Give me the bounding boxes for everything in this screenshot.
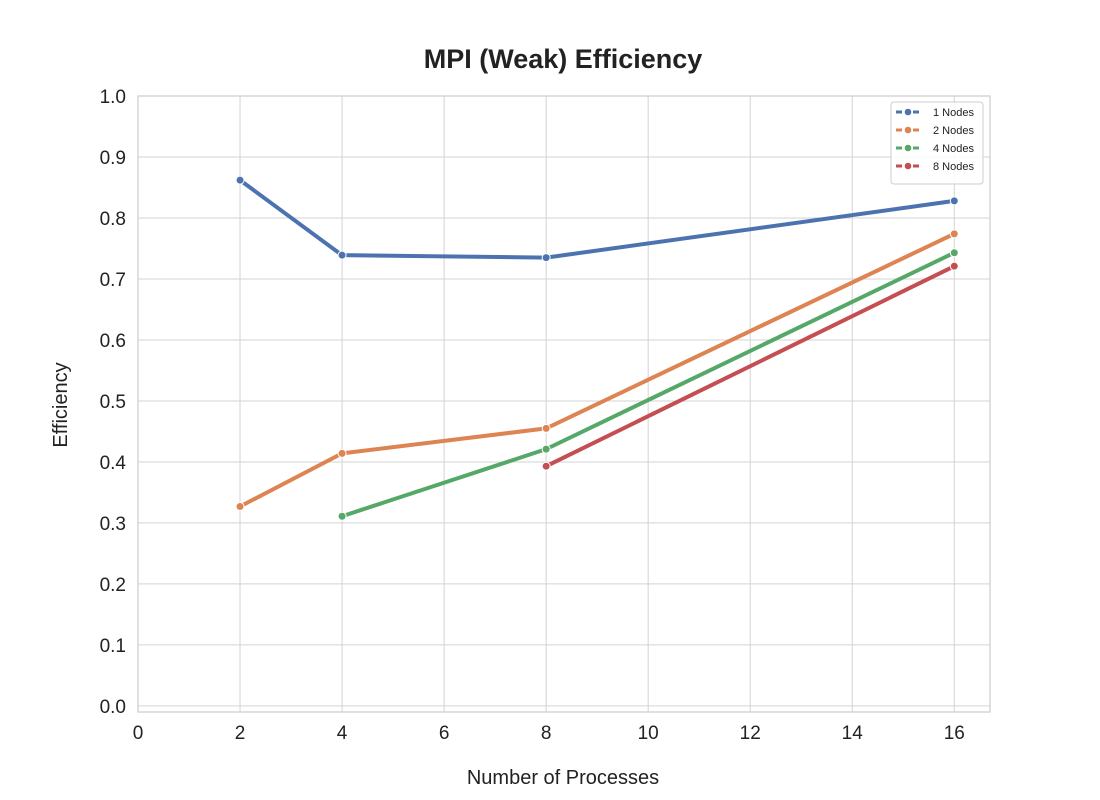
data-point	[541, 423, 551, 433]
x-tick-label: 6	[439, 723, 450, 744]
legend-marker	[903, 125, 913, 135]
data-point	[949, 261, 959, 271]
legend-box	[890, 101, 984, 185]
data-point	[541, 461, 551, 471]
y-axis-label: Efficiency	[50, 362, 72, 447]
legend-label: 2 Nodes	[933, 125, 974, 137]
series-4	[541, 261, 959, 471]
x-tick-label: 2	[235, 723, 246, 744]
y-tick-label: 0.1	[100, 636, 126, 657]
legend-marker	[903, 143, 913, 153]
data-point	[337, 250, 347, 260]
chart-title: MPI (Weak) Efficiency	[424, 44, 703, 74]
x-tick-label: 8	[541, 723, 552, 744]
plot-frame	[137, 95, 991, 713]
x-axis-label: Number of Processes	[467, 767, 659, 789]
legend-item: 2 Nodes	[896, 125, 974, 137]
series-layer	[235, 175, 959, 521]
plot-area	[137, 95, 991, 713]
data-point	[337, 511, 347, 521]
x-axis-ticks: 0 2 4 6 8 10 12 14 16	[133, 723, 965, 744]
grid-lines	[137, 95, 990, 712]
series-line	[544, 264, 957, 469]
legend-label: 8 Nodes	[933, 161, 974, 173]
x-tick-label: 10	[638, 723, 659, 744]
data-point	[949, 248, 959, 258]
x-tick-label: 16	[944, 723, 965, 744]
legend-item: 4 Nodes	[896, 143, 974, 155]
x-tick-label: 12	[740, 723, 761, 744]
data-point	[235, 175, 245, 185]
legend-marker	[903, 107, 913, 117]
x-tick-label: 4	[337, 723, 348, 744]
series-3	[337, 248, 959, 521]
series-line	[238, 231, 957, 509]
y-tick-label: 0.7	[100, 270, 126, 291]
legend: 1 Nodes 2 Nodes 4 Nodes 8 Nodes	[890, 101, 984, 185]
x-tick-label: 0	[133, 723, 144, 744]
data-point	[541, 444, 551, 454]
y-tick-label: 0.5	[100, 392, 126, 413]
series-2	[235, 229, 959, 511]
series-1	[235, 175, 959, 263]
y-tick-label: 0.4	[100, 453, 127, 474]
series-line	[238, 178, 957, 260]
y-axis-ticks: 0.0 0.1 0.2 0.3 0.4 0.5 0.6 0.7 0.8 0.9 1.0	[100, 87, 127, 718]
x-tick-label: 14	[842, 723, 864, 744]
y-tick-label: 1.0	[100, 87, 126, 108]
y-tick-label: 0.0	[100, 697, 126, 718]
y-tick-label: 0.6	[100, 331, 126, 352]
data-point	[949, 196, 959, 206]
y-tick-label: 0.9	[100, 148, 126, 169]
legend-item: 8 Nodes	[896, 161, 974, 173]
legend-label: 1 Nodes	[933, 107, 974, 119]
data-point	[949, 229, 959, 239]
y-tick-label: 0.3	[100, 514, 126, 535]
y-tick-label: 0.8	[100, 209, 126, 230]
y-tick-label: 0.2	[100, 575, 126, 596]
data-point	[337, 448, 347, 458]
legend-item: 1 Nodes	[896, 107, 974, 119]
data-point	[541, 253, 551, 263]
legend-marker	[903, 161, 913, 171]
legend-label: 4 Nodes	[933, 143, 974, 155]
data-point	[235, 501, 245, 511]
